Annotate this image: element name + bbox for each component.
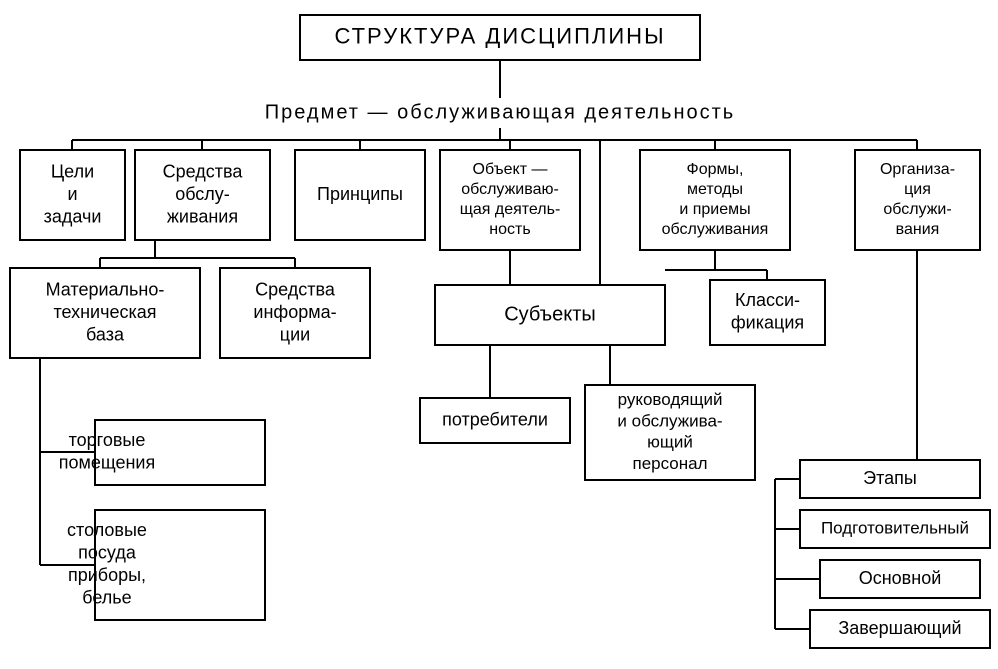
node-subject: Предмет — обслуживающая деятельность <box>265 101 735 123</box>
node-stol: столовые посудаприборы, белье <box>67 510 265 620</box>
node-staff: руководящий и обслужива-ющий персонал <box>585 385 755 480</box>
node-staff-line-0: руководящий <box>618 390 723 409</box>
node-cons: потребители <box>420 398 570 443</box>
node-subj-line-0: Субъекты <box>504 303 596 325</box>
node-object: Объект — обслуживаю-щая деятель-ность <box>440 150 580 250</box>
node-means: Средства обслу-живания <box>135 150 270 240</box>
node-class: Класси-фикация <box>710 280 825 345</box>
node-goals-line-1: и <box>67 184 77 204</box>
node-org: Организа-ция обслужи-вания <box>855 150 980 250</box>
node-staff-line-2: ющий <box>647 433 693 452</box>
node-info-line-2: ции <box>280 324 310 344</box>
node-osn-line-0: Основной <box>859 568 942 588</box>
node-mtb-line-0: Материально- <box>46 279 165 299</box>
node-etapy: Этапы <box>800 460 980 498</box>
node-forms-line-2: и приемы <box>679 201 750 218</box>
node-princ-line-0: Принципы <box>317 184 403 204</box>
node-zav: Завершающий <box>810 610 990 648</box>
node-subject-line-0: Предмет — обслуживающая деятельность <box>265 101 735 123</box>
node-means-line-2: живания <box>167 206 238 226</box>
node-staff-line-1: и обслужива- <box>617 411 722 430</box>
node-stol-line-3: белье <box>82 588 131 608</box>
node-org-line-3: вания <box>896 221 940 238</box>
node-info-line-1: информа- <box>253 302 336 322</box>
node-zav-line-0: Завершающий <box>838 618 961 638</box>
node-object-line-1: обслуживаю- <box>461 181 559 198</box>
node-object-line-3: ность <box>489 221 530 238</box>
node-object-line-0: Объект — <box>473 161 548 178</box>
node-info-line-0: Средства <box>255 279 336 299</box>
node-stol-line-0: столовые <box>67 520 147 540</box>
node-info: Средства информа-ции <box>220 268 370 358</box>
node-podg-line-0: Подготовительный <box>821 518 969 537</box>
node-osn: Основной <box>820 560 980 598</box>
node-podg: Подготовительный <box>800 510 990 548</box>
node-class-line-1: фикация <box>731 313 804 333</box>
node-staff-line-3: персонал <box>632 454 707 473</box>
node-stol-line-1: посуда <box>78 543 137 563</box>
node-root: СТРУКТУРА ДИСЦИПЛИНЫ <box>300 15 700 60</box>
node-object-line-2: щая деятель- <box>460 201 561 218</box>
node-means-line-1: обслу- <box>175 184 230 204</box>
node-forms-line-1: методы <box>687 181 743 198</box>
diagram-canvas: СТРУКТУРА ДИСЦИПЛИНЫ Предмет — обслуживаю… <box>0 0 998 669</box>
node-goals: Цели изадачи <box>20 150 125 240</box>
node-princ: Принципы <box>295 150 425 240</box>
node-means-line-0: Средства <box>163 161 244 181</box>
node-mtb-line-1: техническая <box>53 302 156 322</box>
node-mtb-line-2: база <box>86 324 125 344</box>
node-org-line-2: обслужи- <box>883 201 951 218</box>
node-org-line-0: Организа- <box>880 161 955 178</box>
node-goals-line-0: Цели <box>51 161 94 181</box>
node-forms-line-0: Формы, <box>687 161 744 178</box>
node-class-line-0: Класси- <box>735 290 800 310</box>
node-etapy-line-0: Этапы <box>863 468 917 488</box>
node-forms: Формы, методы и приемы обслуживания <box>640 150 790 250</box>
node-torg-line-1: помещения <box>59 453 156 473</box>
node-stol-line-2: приборы, <box>68 565 146 585</box>
node-cons-line-0: потребители <box>442 409 548 429</box>
node-org-line-1: ция <box>904 181 931 198</box>
node-torg-line-0: торговые <box>69 430 146 450</box>
node-goals-line-2: задачи <box>44 206 102 226</box>
node-forms-line-3: обслуживания <box>662 221 769 238</box>
node-root-line-0: СТРУКТУРА ДИСЦИПЛИНЫ <box>334 23 665 48</box>
node-mtb: Материально-техническаябаза <box>10 268 200 358</box>
node-subj: Субъекты <box>435 285 665 345</box>
